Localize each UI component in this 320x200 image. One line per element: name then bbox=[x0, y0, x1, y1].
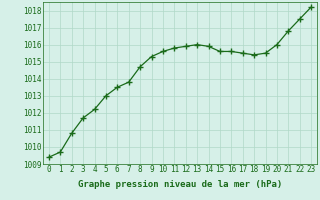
X-axis label: Graphe pression niveau de la mer (hPa): Graphe pression niveau de la mer (hPa) bbox=[78, 180, 282, 189]
